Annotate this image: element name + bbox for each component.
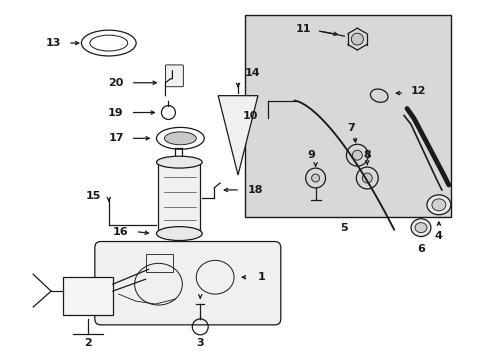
- Text: 16: 16: [113, 226, 128, 237]
- Ellipse shape: [410, 219, 430, 237]
- Ellipse shape: [414, 223, 426, 233]
- Ellipse shape: [156, 156, 202, 168]
- Text: 17: 17: [108, 133, 123, 143]
- Text: 11: 11: [296, 24, 311, 34]
- Text: 15: 15: [85, 191, 101, 201]
- Ellipse shape: [431, 199, 445, 211]
- Text: 5: 5: [340, 222, 347, 233]
- Circle shape: [352, 150, 362, 160]
- Ellipse shape: [164, 132, 196, 145]
- Bar: [145, 255, 173, 272]
- Text: 8: 8: [363, 150, 370, 160]
- Circle shape: [311, 174, 319, 182]
- Text: 10: 10: [242, 111, 257, 121]
- Text: 7: 7: [347, 123, 355, 134]
- Text: 2: 2: [84, 338, 92, 348]
- Text: 1: 1: [257, 272, 265, 282]
- Text: 19: 19: [108, 108, 123, 117]
- Bar: [244, 15, 450, 217]
- Bar: [63, 277, 113, 315]
- Ellipse shape: [156, 227, 202, 240]
- Text: 12: 12: [410, 86, 426, 96]
- Text: 4: 4: [434, 230, 442, 240]
- Ellipse shape: [426, 195, 450, 215]
- Text: 3: 3: [196, 338, 203, 348]
- Text: 18: 18: [247, 185, 263, 195]
- Text: 20: 20: [108, 78, 123, 88]
- Circle shape: [351, 33, 363, 45]
- Polygon shape: [218, 96, 257, 175]
- Bar: [158, 162, 200, 234]
- Text: 13: 13: [45, 38, 61, 48]
- Text: 14: 14: [244, 68, 260, 78]
- Text: 9: 9: [307, 150, 315, 160]
- Text: 6: 6: [416, 244, 424, 255]
- Circle shape: [362, 173, 371, 183]
- FancyBboxPatch shape: [95, 242, 280, 325]
- FancyBboxPatch shape: [165, 65, 183, 87]
